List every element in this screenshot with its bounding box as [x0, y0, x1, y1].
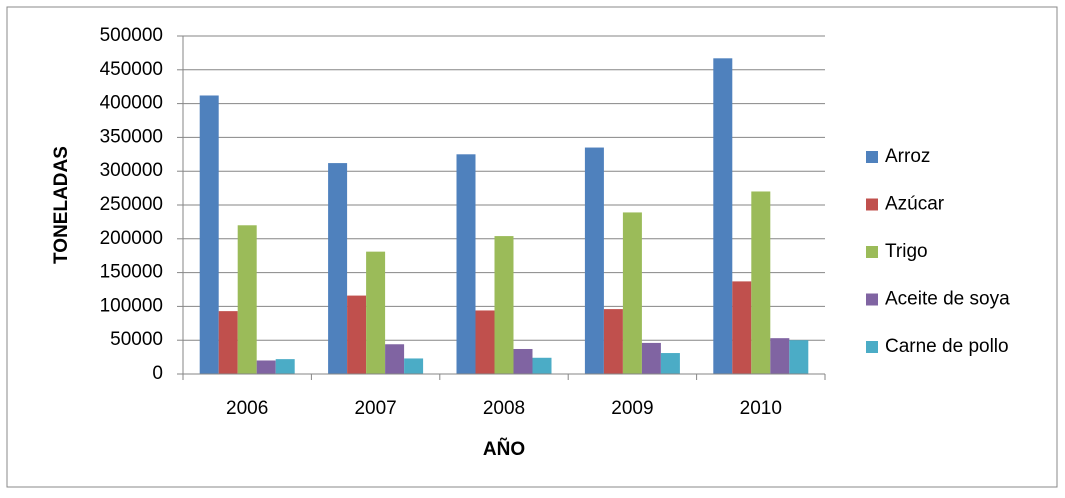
y-tick-label: 300000 [100, 160, 163, 181]
y-tick-label: 150000 [100, 262, 163, 283]
y-tick-label: 400000 [100, 93, 163, 114]
bar [347, 295, 367, 374]
y-tick-label: 350000 [100, 126, 163, 147]
legend-swatch [866, 293, 878, 306]
y-tick-label: 50000 [110, 329, 163, 350]
bar [404, 358, 424, 374]
bar [237, 225, 257, 374]
bar [770, 338, 790, 374]
x-tick-label: 2006 [226, 398, 268, 419]
legend-swatch [866, 246, 878, 258]
y-tick-label: 200000 [100, 228, 163, 249]
legend-swatch [866, 151, 878, 163]
bar [385, 344, 405, 374]
bar [622, 212, 642, 374]
legend-swatch [866, 198, 878, 211]
legend-label: Azúcar [885, 194, 945, 215]
y-tick-label: 500000 [100, 25, 163, 46]
legend-label: Arroz [885, 146, 930, 167]
y-tick-label: 250000 [100, 194, 163, 215]
bar [494, 236, 514, 374]
bar [532, 357, 552, 374]
bar [789, 340, 809, 374]
legend-label: Aceite de soya [885, 289, 1010, 310]
bar [475, 310, 495, 374]
bar [641, 342, 661, 374]
bar [218, 311, 238, 374]
bar [732, 281, 752, 374]
y-tick-label: 0 [152, 363, 163, 384]
x-tick-label: 2010 [740, 398, 782, 419]
x-tick-label: 2008 [483, 398, 525, 419]
bar [584, 147, 604, 374]
bar [660, 353, 680, 374]
x-axis-title: AÑO [483, 438, 525, 460]
bar [603, 309, 623, 374]
chart-frame [6, 6, 1058, 488]
bar [513, 348, 533, 374]
y-tick-label: 450000 [100, 59, 163, 80]
y-axis-title: TONELADAS [51, 146, 72, 264]
bar [328, 163, 348, 374]
bar [275, 359, 295, 374]
legend-swatch [866, 341, 878, 353]
y-tick-label: 100000 [100, 295, 163, 316]
bar [713, 58, 733, 375]
x-tick-label: 2009 [611, 398, 653, 419]
bar [256, 360, 276, 374]
legend-label: Carne de pollo [885, 336, 1009, 357]
bar [751, 191, 771, 374]
bar [199, 95, 219, 374]
bar [366, 251, 386, 374]
legend-label: Trigo [885, 241, 928, 262]
x-tick-label: 2007 [354, 398, 396, 419]
bar [456, 154, 476, 374]
